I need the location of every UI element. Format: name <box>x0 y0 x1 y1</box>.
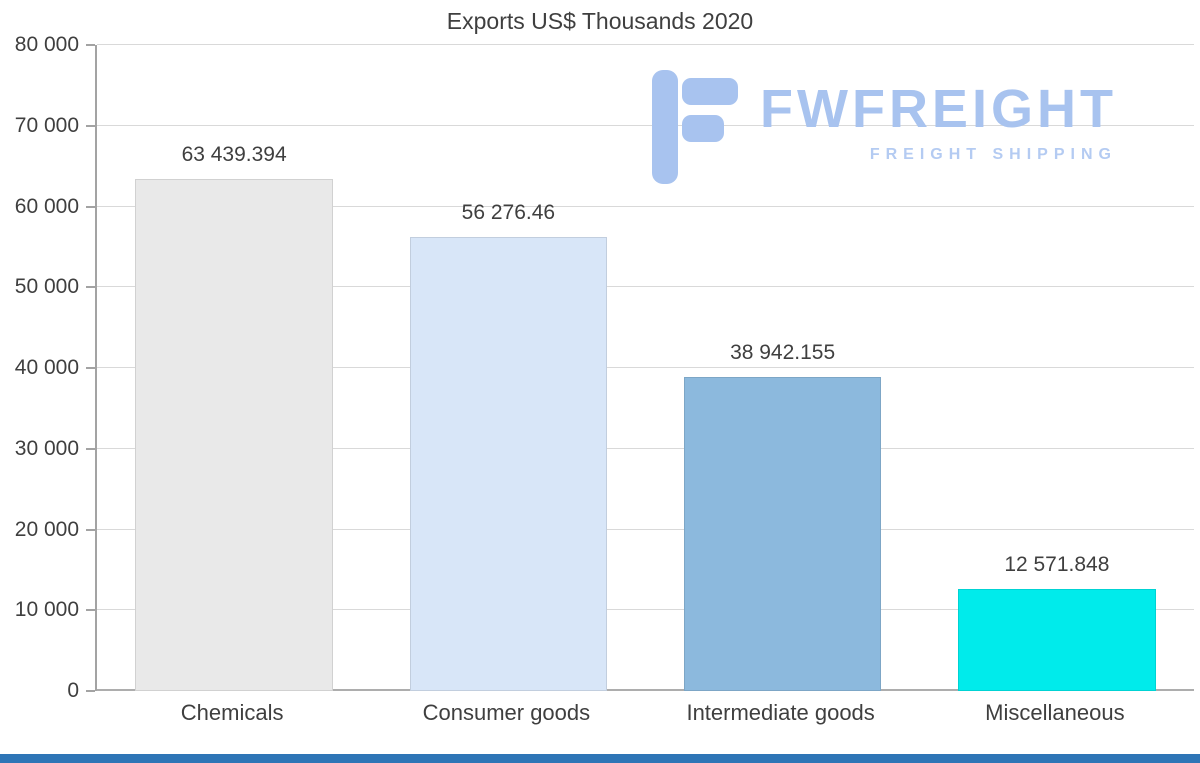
bar-slot: 12 571.848 <box>920 45 1194 691</box>
gridline <box>97 367 1194 368</box>
fwfreight-logo-icon <box>648 68 740 191</box>
bar-intermediate-goods <box>683 376 882 691</box>
plot-area: 63 439.394 56 276.46 38 942.155 12 571.848 <box>95 44 1194 691</box>
y-axis: 0 10 000 20 000 30 000 40 000 50 000 60 000 70 … <box>0 33 95 702</box>
x-axis-label: Intermediate goods <box>686 700 875 725</box>
y-axis-tick <box>86 286 95 289</box>
bar-value-label: 56 276.46 <box>461 200 556 224</box>
y-axis-tick <box>86 44 95 46</box>
y-axis-label: 40 000 <box>14 356 79 379</box>
gridline <box>97 286 1194 288</box>
bar-slot: 38 942.155 <box>646 45 920 691</box>
y-axis-tick <box>86 447 95 450</box>
y-axis-tick <box>86 124 95 127</box>
gridline <box>97 528 1194 530</box>
gridline <box>97 447 1194 449</box>
x-axis-label: Chemicals <box>180 700 284 725</box>
y-axis-label: 20 000 <box>14 517 79 541</box>
gridline <box>97 124 1194 126</box>
bar-miscellaneous <box>958 589 1156 691</box>
y-axis-tick <box>86 528 95 531</box>
bars-row: 63 439.394 56 276.46 38 942.155 12 571.848 <box>97 45 1194 691</box>
y-axis-label: 30 000 <box>14 436 79 460</box>
logo-name: FWFREIGHT <box>760 79 1117 139</box>
bar-slot: 56 276.46 <box>371 45 645 691</box>
bar-consumer-goods <box>409 236 608 691</box>
y-axis-label: 50 000 <box>14 275 79 299</box>
y-axis-tick <box>86 367 95 369</box>
y-axis-label: 70 000 <box>14 113 79 137</box>
logo-text-block: FWFREIGHT FREIGHT SHIPPING <box>760 82 1117 164</box>
y-axis-tick <box>86 609 95 612</box>
x-axis-label: Miscellaneous <box>985 700 1125 725</box>
logo-tagline: FREIGHT SHIPPING <box>869 146 1117 163</box>
chart-title: Exports US$ Thousands 2020 <box>446 8 754 34</box>
footer-bar <box>0 754 1200 763</box>
bar-chemicals <box>135 178 333 691</box>
y-axis-label: 0 <box>67 679 79 702</box>
bar-slot: 63 439.394 <box>97 45 371 691</box>
bar-value-label: 63 439.394 <box>181 142 287 166</box>
gridline <box>97 609 1194 611</box>
gridline <box>97 44 1194 45</box>
gridline <box>97 205 1194 207</box>
y-axis-label: 60 000 <box>14 194 79 218</box>
y-axis-tick <box>86 205 95 208</box>
y-axis-label: 10 000 <box>14 598 79 622</box>
x-axis-line <box>97 689 1194 691</box>
y-axis-tick <box>86 690 95 692</box>
fwfreight-logo: FWFREIGHT FREIGHT SHIPPING <box>648 68 1117 191</box>
x-axis-label: Consumer goods <box>422 700 591 725</box>
bar-value-label: 12 571.848 <box>1004 553 1110 577</box>
x-axis-labels: Chemicals Consumer goods Intermediate good… <box>95 700 1192 726</box>
y-axis-label: 80 000 <box>14 33 79 56</box>
bar-value-label: 38 942.155 <box>730 340 836 364</box>
